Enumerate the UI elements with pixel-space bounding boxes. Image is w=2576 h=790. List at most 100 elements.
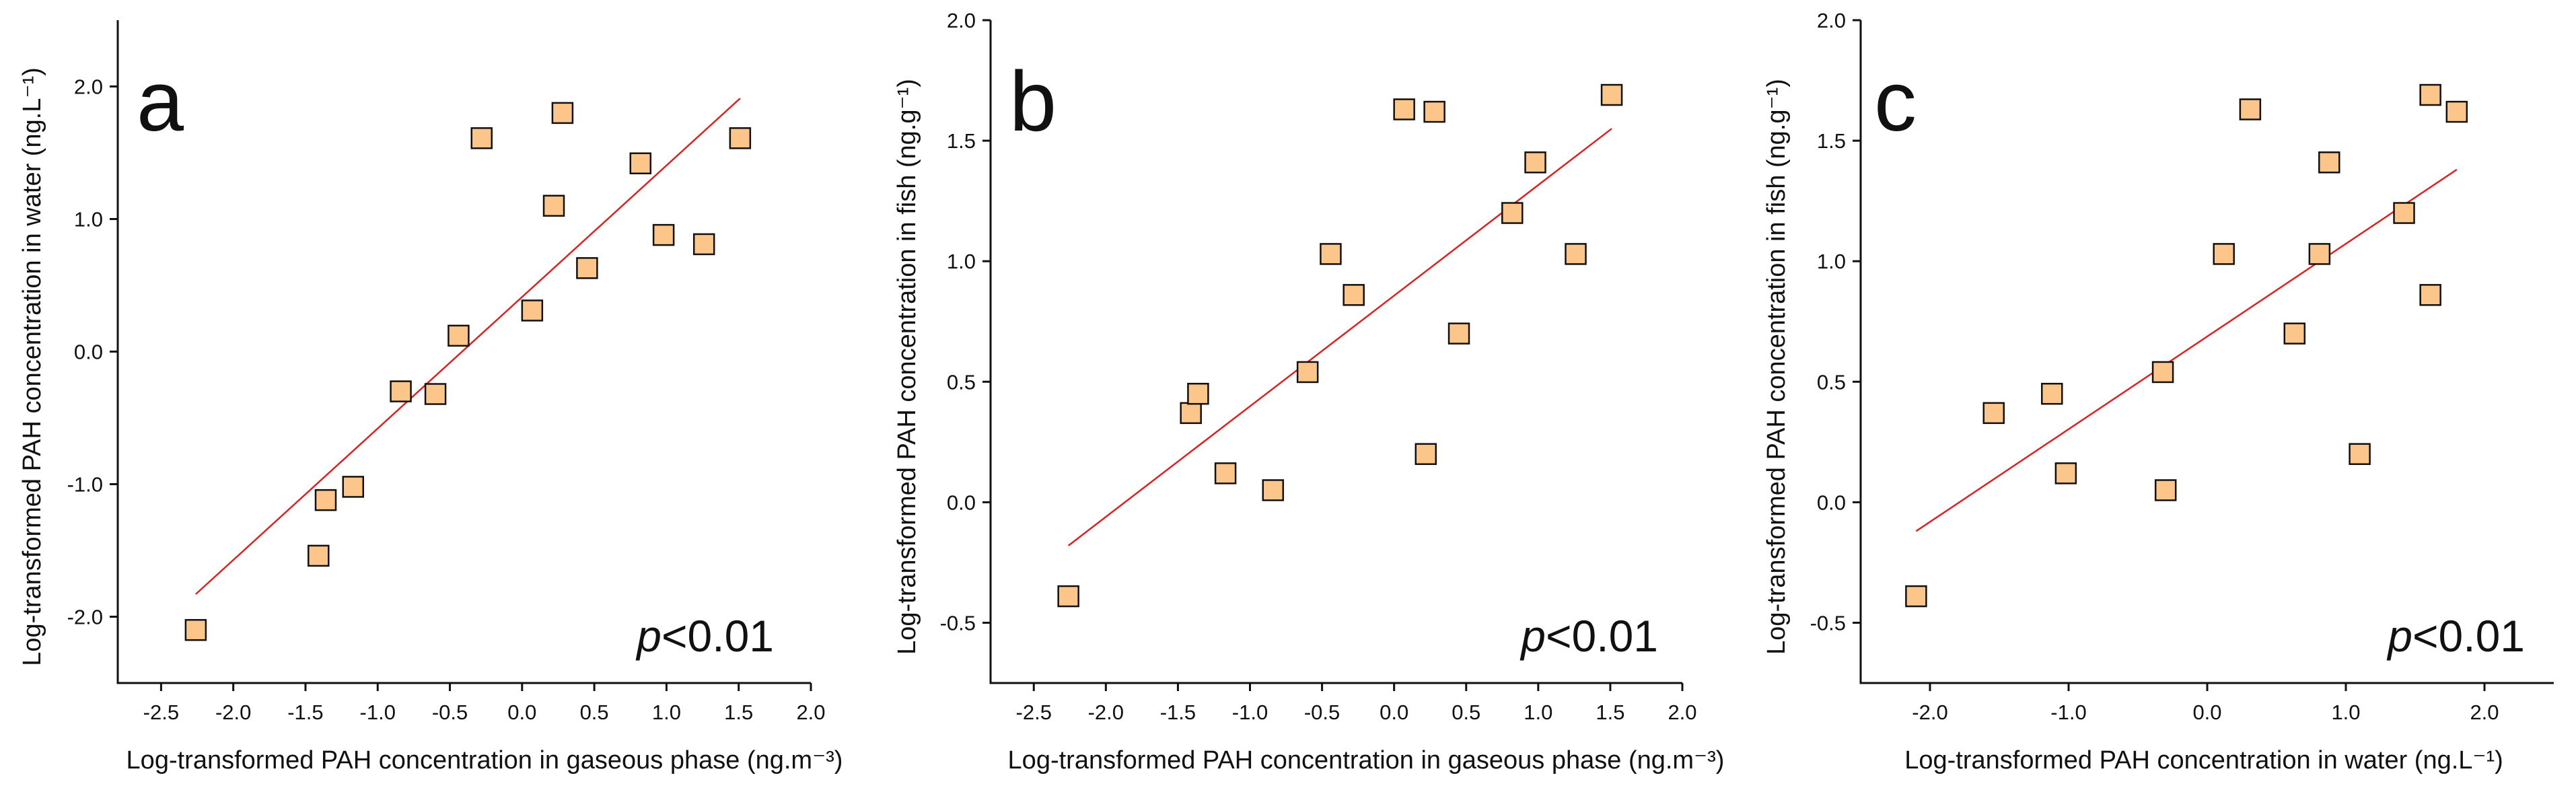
panel-a-x-tick-label: -2.5	[143, 701, 179, 724]
panel-b-data-point	[1600, 83, 1623, 106]
panel-a-data-point	[448, 324, 470, 347]
panel-c-y-axis-title: Log-transformed PAH concentration in fis…	[1762, 79, 1791, 655]
panel-a-x-tick-label: 1.5	[724, 701, 753, 724]
panel-a-data-point	[729, 127, 752, 149]
panel-b-data-point	[1296, 361, 1319, 384]
panel-b-data-point	[1501, 202, 1524, 224]
panel-a-y-axis-title: Log-transformed PAH concentration in wat…	[18, 67, 46, 666]
panel-c-x-tick-label: -2.0	[1912, 701, 1947, 724]
panel-c-y-tick-label: -0.5	[1810, 611, 1846, 635]
panel-a-y-tick-label: -2.0	[67, 606, 103, 629]
panel-b-data-point	[1180, 402, 1202, 425]
panel-b-data-point	[1447, 322, 1470, 345]
panel-a-data-point	[551, 102, 574, 124]
panel-c-data-point	[1905, 585, 1927, 608]
panel-c-data-point	[2041, 382, 2063, 405]
panel-a-data-point	[652, 223, 675, 246]
panel-c-x-tick-label: -1.0	[2050, 701, 2086, 724]
panel-c-data-point	[2283, 322, 2306, 345]
panel-a-x-tick-label: -2.0	[215, 701, 251, 724]
panel-c-data-point	[2393, 202, 2415, 224]
panel-a-y-tick-label: 1.0	[74, 208, 103, 231]
panel-a-x-tick-label: 2.0	[796, 701, 825, 724]
panel-a-x-tick-label: -1.0	[360, 701, 396, 724]
panel-c-data-point	[2445, 100, 2468, 123]
panel-b-p-rest: <0.01	[1546, 611, 1658, 661]
panel-c-axes	[1859, 20, 2554, 684]
panel-a: -2.5 -2.0 -1.5 -1.0 -0.5 0.0 0.5 1.0 1.5 2.0 -2.0 -…	[18, 20, 843, 775]
panel-b-x-tick-label: 1.0	[1524, 701, 1552, 724]
panel-c-x-axis-title: Log-transformed PAH concentration in wat…	[1904, 746, 2503, 775]
panel-c-plot-area: -2.0 -1.0 0.0 1.0 2.0 -0.5 0.0 0.5 1.0 1.5 2.0	[1810, 9, 2554, 724]
panel-b-data-point	[1415, 443, 1437, 465]
panel-b-x-tick-label: 0.5	[1452, 701, 1480, 724]
panel-c-fit-line	[1915, 169, 2458, 532]
panel-c-data-point	[2054, 462, 2077, 484]
panel-b-data-point	[1262, 479, 1285, 501]
panel-a-x-tick-label: -0.5	[432, 701, 468, 724]
panel-b-x-tick-label: 1.5	[1596, 701, 1624, 724]
panel-a-data-point	[342, 476, 365, 498]
panel-c: -2.0 -1.0 0.0 1.0 2.0 -0.5 0.0 0.5 1.0 1.5 2.0 c p…	[1762, 9, 2554, 775]
panel-b-x-tick-label: -1.5	[1160, 701, 1196, 724]
panel-c-y-tick-label: 1.5	[1817, 129, 1846, 153]
panel-b-data-point	[1214, 462, 1237, 484]
panel-b-data-point	[1187, 382, 1209, 405]
panel-c-p-symbol: p	[2386, 611, 2412, 661]
panel-b-x-tick-label: 2.0	[1668, 701, 1696, 724]
panel-a-data-point	[314, 489, 337, 511]
panel-c-x-tick-label: 1.0	[2331, 701, 2360, 724]
panel-b-data-point	[1565, 243, 1587, 265]
panel-b-y-tick-label: 1.5	[947, 129, 976, 153]
panel-b-data-point	[1423, 100, 1445, 123]
panel-c-p-rest: <0.01	[2412, 611, 2525, 661]
panel-a-data-point	[692, 233, 715, 256]
panel-c-letter: c	[1874, 54, 1917, 149]
panel-a-x-tick-label: 0.5	[580, 701, 609, 724]
panel-b-x-tick-label: -2.0	[1088, 701, 1124, 724]
panel-b-p-value: p<0.01	[1519, 611, 1658, 661]
panel-a-plot-area: -2.5 -2.0 -1.5 -1.0 -0.5 0.0 0.5 1.0 1.5 2.0 -2.0 -…	[67, 20, 826, 724]
panel-c-y-tick-label: 0.0	[1817, 491, 1846, 514]
panel-a-data-point	[470, 127, 493, 149]
panel-a-p-value: p<0.01	[635, 611, 774, 661]
panel-c-y-tick-label: 1.0	[1817, 250, 1846, 273]
panel-c-x-tick-label: 0.0	[2192, 701, 2221, 724]
panel-c-data-point	[2349, 443, 2371, 465]
panel-b-data-point	[1393, 98, 1415, 120]
panel-b-x-tick-label: -1.0	[1232, 701, 1268, 724]
panel-b-data-point	[1057, 585, 1079, 608]
panel-c-data-point	[2151, 361, 2174, 384]
panel-c-data-point	[2419, 83, 2441, 106]
panel-b-data-point	[1524, 151, 1546, 174]
panel-b-fit-line	[1067, 128, 1612, 546]
panel-a-axes	[116, 20, 811, 684]
panel-a-data-point	[521, 299, 544, 322]
panel-c-data-point	[2154, 479, 2177, 501]
panel-a-p-rest: <0.01	[661, 611, 774, 661]
panel-b-y-tick-label: -0.5	[940, 611, 976, 635]
panel-b-y-axis-title: Log-transformed PAH concentration in fis…	[893, 79, 921, 655]
panel-a-p-symbol: p	[635, 611, 661, 661]
panel-b-x-tick-label: -0.5	[1304, 701, 1340, 724]
panel-b-plot-area: -2.5 -2.0 -1.5 -1.0 -0.5 0.0 0.5 1.0 1.5 2.0 -0.5 0…	[940, 9, 1697, 724]
panel-a-data-point	[629, 152, 652, 175]
panel-a-data-point	[576, 257, 598, 279]
panel-c-p-value: p<0.01	[2386, 611, 2525, 661]
panel-a-x-tick-label: 1.0	[652, 701, 681, 724]
panel-a-data-point	[308, 544, 330, 567]
panel-a-data-point	[184, 618, 207, 641]
panel-c-x-tick-label: 2.0	[2470, 701, 2499, 724]
panel-a-x-tick-label: -1.5	[287, 701, 323, 724]
panel-c-data-point	[2318, 151, 2340, 174]
panel-c-y-tick-label: 2.0	[1817, 9, 1846, 32]
panel-a-data-point	[542, 194, 565, 217]
panel-a-x-axis-title: Log-transformed PAH concentration in gas…	[127, 746, 843, 775]
panel-c-y-tick-label: 0.5	[1817, 370, 1846, 394]
panel-b-x-tick-label: -2.5	[1016, 701, 1052, 724]
panel-a-letter: a	[137, 54, 184, 149]
panel-c-data-point	[2308, 243, 2331, 265]
panel-b-x-axis-title: Log-transformed PAH concentration in gas…	[1008, 746, 1725, 775]
panel-a-data-point	[390, 380, 412, 402]
